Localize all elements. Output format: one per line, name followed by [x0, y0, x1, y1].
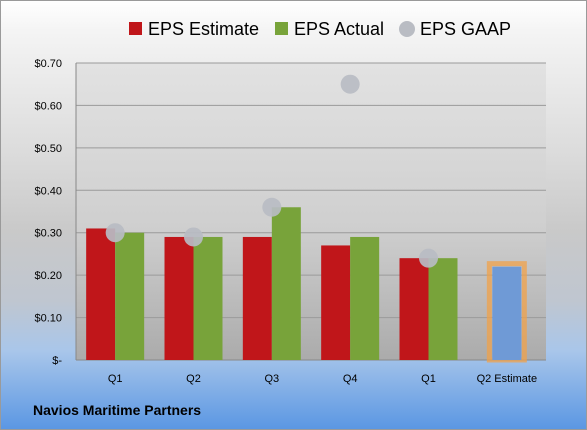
gridlines — [75, 62, 546, 361]
plot-area — [76, 63, 546, 360]
legend-swatch-1 — [275, 22, 288, 35]
legend: EPS Estimate EPS Actual EPS GAAP — [129, 19, 511, 39]
x-tick-label: Q1 — [108, 373, 123, 385]
marker-eps-gaap — [262, 197, 282, 217]
y-tick-label: $0.30 — [34, 228, 62, 240]
x-tick-label: Q2 Estimate — [477, 373, 538, 385]
y-tick-label: $0.20 — [34, 270, 62, 282]
legend-label-1: EPS Actual — [294, 19, 384, 39]
bar-eps-estimate — [242, 236, 272, 360]
legend-label-0: EPS Estimate — [148, 19, 259, 39]
y-tick-label: $0.70 — [34, 58, 62, 70]
bar-eps-estimate — [164, 236, 194, 360]
y-tick-label: $0.40 — [34, 185, 62, 197]
y-tick-label: $- — [52, 355, 62, 367]
bar-eps-actual — [271, 207, 301, 360]
y-tick-label: $0.50 — [34, 143, 62, 155]
y-tick-label: $0.10 — [34, 313, 62, 325]
marker-eps-gaap — [340, 74, 360, 94]
legend-label-2: EPS GAAP — [420, 19, 511, 39]
gaap-markers — [105, 74, 438, 268]
bar-eps-actual — [193, 236, 223, 360]
marker-eps-gaap — [419, 248, 438, 268]
company-name: Navios Maritime Partners — [33, 402, 202, 418]
y-axis: $- $0.10 $0.20 $0.30 $0.40 $0.50 $0.60 $0.70 — [34, 58, 62, 367]
bar-q2-estimate — [492, 266, 522, 360]
marker-eps-gaap — [105, 223, 125, 243]
bar-eps-estimate — [321, 245, 351, 360]
bar-eps-actual — [115, 232, 145, 360]
x-tick-label: Q2 — [186, 373, 201, 385]
bar-eps-actual — [350, 236, 380, 360]
marker-eps-gaap — [184, 227, 203, 247]
legend-swatch-2 — [399, 21, 415, 37]
eps-chart: EPS Estimate EPS Actual EPS GAAP $- $0.10 $0… — [34, 19, 546, 385]
x-axis: Q1 Q2 Q3 Q4 Q1 Q2 Estimate — [108, 373, 537, 385]
bars — [86, 207, 527, 363]
bar-eps-estimate — [86, 228, 116, 360]
x-tick-label: Q4 — [343, 373, 358, 385]
bar-eps-estimate — [399, 258, 429, 360]
x-tick-label: Q3 — [264, 373, 279, 385]
legend-swatch-0 — [129, 22, 142, 35]
x-tick-label: Q1 — [421, 373, 436, 385]
y-tick-label: $0.60 — [34, 100, 62, 112]
bar-eps-actual — [428, 258, 458, 360]
